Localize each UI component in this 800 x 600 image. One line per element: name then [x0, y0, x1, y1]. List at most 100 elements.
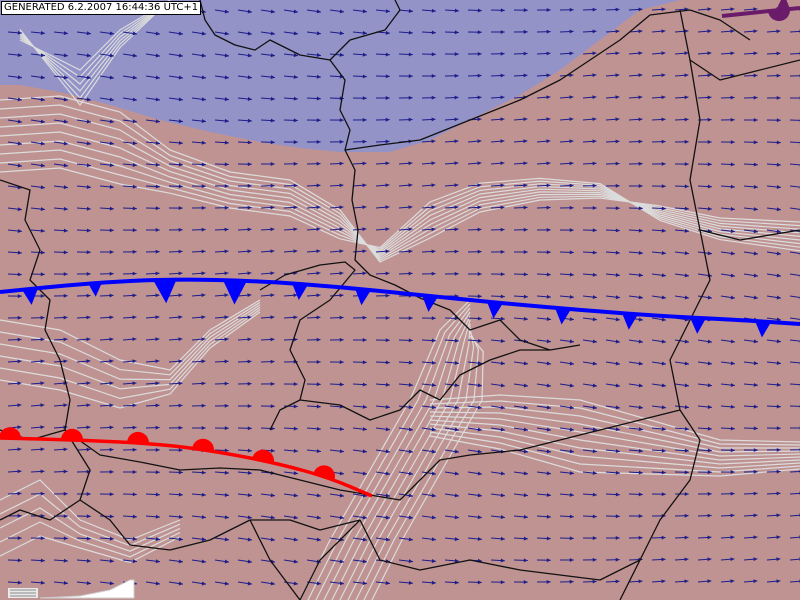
warm-front-semicircle — [127, 431, 149, 444]
wind-arrow — [191, 381, 206, 386]
wind-arrow — [444, 471, 460, 476]
wind-arrow — [467, 493, 483, 498]
wind-arrow — [559, 228, 574, 233]
wind-arrow — [76, 250, 91, 255]
wind-arrow — [329, 426, 344, 431]
wind-arrow — [214, 515, 229, 520]
wind-arrow — [743, 535, 758, 540]
wind-arrow — [237, 559, 253, 564]
wind-arrow — [283, 183, 298, 188]
wind-arrow — [260, 404, 275, 409]
wind-arrow — [720, 51, 735, 56]
wind-arrow — [30, 228, 45, 233]
wind-arrow — [628, 470, 643, 475]
wind-arrow — [76, 425, 91, 430]
wind-arrow — [674, 73, 689, 78]
wind-arrow — [582, 51, 597, 56]
wind-arrow — [237, 227, 252, 232]
wind-arrow — [559, 29, 574, 34]
wind-arrow — [582, 95, 597, 100]
cold-front-triangle — [153, 278, 177, 304]
wind-arrow — [743, 207, 758, 212]
wind-arrow — [237, 359, 252, 364]
wind-arrow — [651, 448, 666, 453]
isoline — [0, 309, 261, 400]
wind-arrow — [306, 382, 321, 387]
wind-arrow — [490, 536, 505, 541]
wind-arrow — [214, 271, 229, 276]
wind-arrow — [53, 163, 69, 168]
wind-arrow — [168, 359, 183, 364]
wind-arrow — [628, 73, 643, 78]
isoline — [0, 311, 261, 409]
wind-arrow — [30, 403, 45, 408]
wind-arrow — [421, 52, 436, 57]
wind-arrow — [559, 514, 574, 519]
wind-arrow — [743, 184, 758, 189]
wind-arrow — [237, 53, 253, 58]
wind-arrow — [720, 295, 736, 300]
wind-arrow — [168, 337, 183, 342]
wind-arrow — [306, 31, 322, 36]
wind-arrow — [99, 184, 114, 189]
wind-arrow — [145, 141, 160, 146]
wind-arrow — [191, 315, 206, 320]
wind-arrow — [99, 447, 114, 452]
wind-arrow — [467, 161, 482, 166]
wind-arrow — [421, 271, 436, 276]
wind-arrow — [329, 293, 344, 298]
wind-arrow — [260, 359, 275, 364]
cold-front — [0, 277, 800, 338]
wind-arrow — [720, 513, 735, 518]
wind-arrow — [145, 381, 160, 386]
wind-arrow — [513, 427, 529, 432]
wind-arrow — [536, 250, 551, 255]
wind-arrow — [283, 493, 299, 498]
wind-arrow — [260, 293, 275, 298]
wind-arrow — [168, 206, 183, 211]
border-lithuania — [689, 59, 800, 81]
wind-arrow — [766, 535, 781, 540]
wind-arrow — [99, 31, 115, 36]
wind-arrow — [536, 536, 551, 541]
border-austria-south — [64, 429, 421, 501]
wind-arrow — [674, 95, 689, 100]
wind-arrow — [697, 184, 712, 189]
border-czech-slovakia — [439, 349, 550, 401]
wind-arrow — [375, 117, 390, 122]
wind-arrow — [444, 558, 459, 563]
isoline — [19, 0, 171, 99]
wind-arrow — [352, 117, 367, 122]
wind-arrow — [306, 96, 321, 101]
wind-arrows — [7, 7, 800, 586]
wind-arrow — [145, 470, 160, 475]
wind-arrow — [421, 471, 437, 476]
wind-arrow — [30, 75, 46, 80]
wind-arrow — [352, 404, 367, 409]
warm-front-semicircle — [252, 449, 274, 463]
wind-arrow — [30, 163, 46, 168]
wind-arrow — [559, 51, 574, 56]
wind-arrow — [214, 337, 229, 342]
wind-arrow — [53, 272, 68, 277]
wind-arrow — [214, 470, 229, 475]
wind-arrow — [145, 31, 161, 36]
wind-arrow — [444, 427, 460, 432]
wind-arrow — [490, 249, 505, 254]
wind-arrow — [490, 272, 505, 277]
wind-arrow — [99, 293, 114, 298]
wind-arrow — [352, 315, 367, 320]
wind-arrow — [352, 74, 367, 79]
wind-arrow — [720, 229, 735, 234]
wind-arrow — [605, 183, 620, 188]
wind-arrow — [306, 205, 321, 210]
wind-arrow — [122, 31, 138, 36]
wind-arrow — [743, 229, 759, 234]
wind-arrow — [536, 558, 551, 563]
isoline — [19, 0, 171, 85]
wind-arrow — [76, 119, 92, 124]
wind-arrow — [697, 140, 712, 144]
wind-arrow — [168, 581, 184, 586]
wind-arrow — [76, 381, 91, 386]
wind-arrow — [513, 117, 528, 122]
